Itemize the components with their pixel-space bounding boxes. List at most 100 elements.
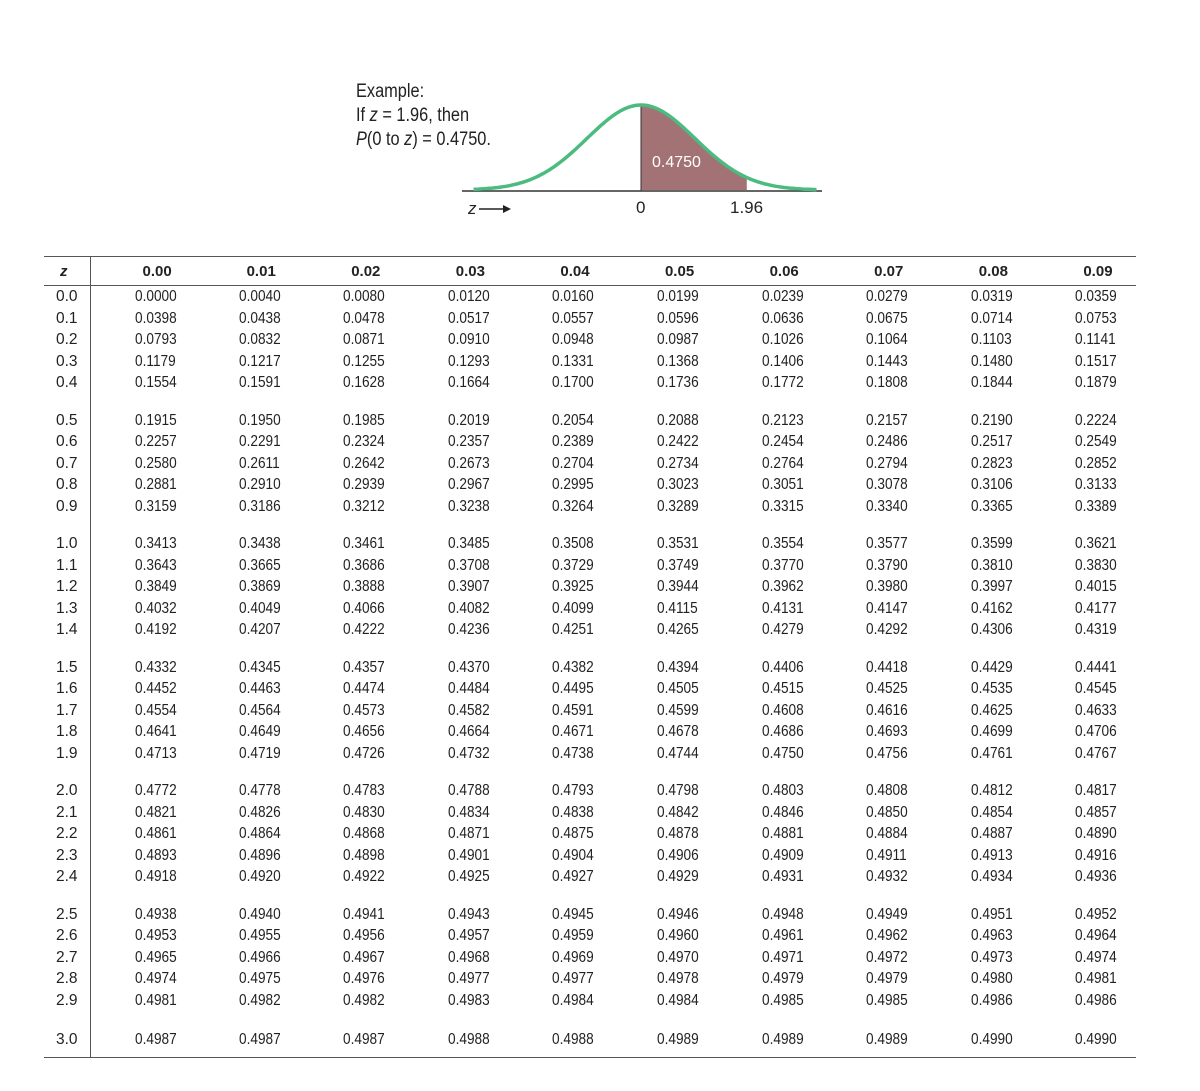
probability-cell: 0.4983: [404, 990, 509, 1012]
probability-value: 0.3907: [447, 578, 490, 595]
probability-cell: 0.1985: [299, 410, 404, 432]
probability-value: 0.0478: [343, 309, 385, 327]
probability-cell: 0.2580: [90, 453, 195, 475]
table-header-row: z 0.00 0.01 0.02 0.03 0.04 0.05 0.06 0.07 0.08 0.…: [44, 256, 1136, 286]
probability-value: 0.4989: [761, 1031, 804, 1049]
probability-value: 0.0910: [447, 331, 490, 348]
probability-value: 0.4726: [343, 744, 385, 762]
probability-value: 0.4982: [343, 991, 385, 1009]
probability-cell: 0.4850: [822, 802, 927, 824]
probability-cell: 0.4664: [404, 721, 509, 743]
probability-cell: 0.4756: [822, 743, 927, 765]
probability-cell: 0.4986: [1031, 990, 1136, 1012]
probability-cell: 0.4429: [927, 657, 1032, 679]
probability-cell: 0.4554: [90, 700, 195, 722]
spacer-cell: [90, 517, 1136, 533]
probability-value: 0.4977: [552, 970, 595, 987]
probability-cell: 0.1664: [404, 372, 509, 394]
probability-value: 0.4948: [761, 905, 804, 923]
probability-cell: 0.4803: [718, 780, 823, 802]
probability-cell: 0.3810: [927, 555, 1032, 577]
table-row: 0.1 0.0398 0.0438 0.0478 0.0517 0.0557 0.0596 0…: [44, 307, 1136, 330]
probability-cell: 0.4345: [195, 657, 300, 679]
probability-cell: 0.4868: [299, 823, 404, 845]
probability-value: 0.4131: [761, 599, 804, 617]
probability-value: 0.2611: [238, 454, 280, 472]
probability-cell: 0.3554: [718, 533, 823, 555]
probability-cell: 0.4988: [508, 1027, 613, 1058]
probability-value: 0.2054: [552, 411, 595, 429]
probability-value: 0.4756: [866, 744, 908, 762]
table-row: 1.3 0.4032 0.4049 0.4066 0.4082 0.4099 0.4115 0…: [44, 597, 1136, 620]
probability-cell: 0.4934: [927, 866, 1032, 888]
z-value-cell: 0.4: [44, 372, 91, 394]
z-value-cell: 2.0: [44, 780, 91, 802]
probability-cell: 0.4693: [822, 721, 927, 743]
probability-value: 0.4959: [552, 927, 595, 944]
probability-value: 0.0239: [761, 288, 804, 305]
probability-cell: 0.4968: [404, 947, 509, 969]
probability-value: 0.4798: [656, 782, 699, 799]
probability-cell: 0.3264: [508, 496, 613, 518]
probability-cell: 0.3531: [613, 533, 718, 555]
probability-cell: 0.4967: [299, 947, 404, 969]
probability-value: 0.4641: [134, 723, 177, 740]
probability-value: 0.4875: [552, 825, 595, 842]
probability-cell: 0.2995: [508, 474, 613, 496]
probability-value: 0.1517: [1075, 352, 1118, 370]
probability-cell: 0.2190: [927, 410, 1032, 432]
probability-value: 0.1443: [866, 352, 908, 370]
probability-cell: 0.2852: [1031, 453, 1136, 475]
table-row: 1.6 0.4452 0.4463 0.4474 0.4484 0.4495 0.4505 0…: [44, 678, 1136, 700]
z-value-cell: 1.9: [44, 742, 91, 764]
probability-cell: 0.0557: [508, 308, 613, 330]
probability-value: 0.4985: [866, 991, 908, 1009]
probability-cell: 0.4978: [613, 968, 718, 990]
probability-cell: 0.1480: [927, 351, 1032, 373]
probability-cell: 0.4896: [195, 845, 300, 867]
probability-value: 0.4978: [656, 970, 699, 987]
probability-cell: 0.4959: [508, 925, 613, 947]
probability-value: 0.4909: [761, 846, 804, 864]
probability-value: 0.4345: [238, 658, 281, 676]
probability-cell: 0.1591: [195, 372, 300, 394]
probability-value: 0.4788: [447, 782, 490, 799]
probability-value: 0.4904: [552, 846, 595, 864]
column-header-label: 0.03: [455, 262, 485, 280]
spacer-cell: [44, 640, 91, 657]
column-header: 0.02: [299, 256, 404, 286]
spacer-cell: [90, 888, 1136, 904]
probability-value: 0.4987: [343, 1031, 385, 1049]
probability-value: 0.4649: [238, 723, 281, 740]
probability-cell: 0.4953: [90, 925, 195, 947]
z-value-cell: 3.0: [44, 1027, 91, 1058]
probability-cell: 0.4066: [299, 598, 404, 620]
probability-cell: 0.1517: [1031, 351, 1136, 373]
probability-value: 0.4608: [761, 701, 804, 719]
probability-value: 0.1255: [343, 352, 385, 370]
probability-value: 0.3078: [866, 476, 908, 493]
probability-value: 0.4554: [134, 701, 177, 719]
probability-cell: 0.4977: [404, 968, 509, 990]
probability-cell: 0.4265: [613, 619, 718, 641]
probability-cell: 0.4979: [718, 968, 823, 990]
group-spacer: [44, 764, 1136, 780]
probability-cell: 0.4901: [404, 845, 509, 867]
probability-value: 0.2123: [761, 411, 804, 429]
column-header-label: 0.01: [246, 262, 276, 280]
probability-value: 0.4964: [1075, 927, 1118, 944]
probability-cell: 0.4989: [612, 1027, 718, 1058]
probability-cell: 0.3461: [299, 533, 404, 555]
z-value-cell: 0.2: [44, 329, 91, 351]
probability-cell: 0.4969: [508, 947, 613, 969]
probability-cell: 0.2794: [822, 453, 927, 475]
probability-cell: 0.1736: [613, 372, 718, 394]
z-value-cell: 0.7: [44, 452, 91, 474]
probability-cell: 0.4990: [926, 1027, 1032, 1058]
probability-cell: 0.4671: [508, 721, 613, 743]
probability-cell: 0.4706: [1031, 721, 1136, 743]
probability-value: 0.4357: [343, 658, 385, 676]
probability-cell: 0.4573: [299, 700, 404, 722]
z-value-cell: 2.8: [44, 968, 91, 990]
probability-value: 0.4783: [343, 782, 385, 799]
